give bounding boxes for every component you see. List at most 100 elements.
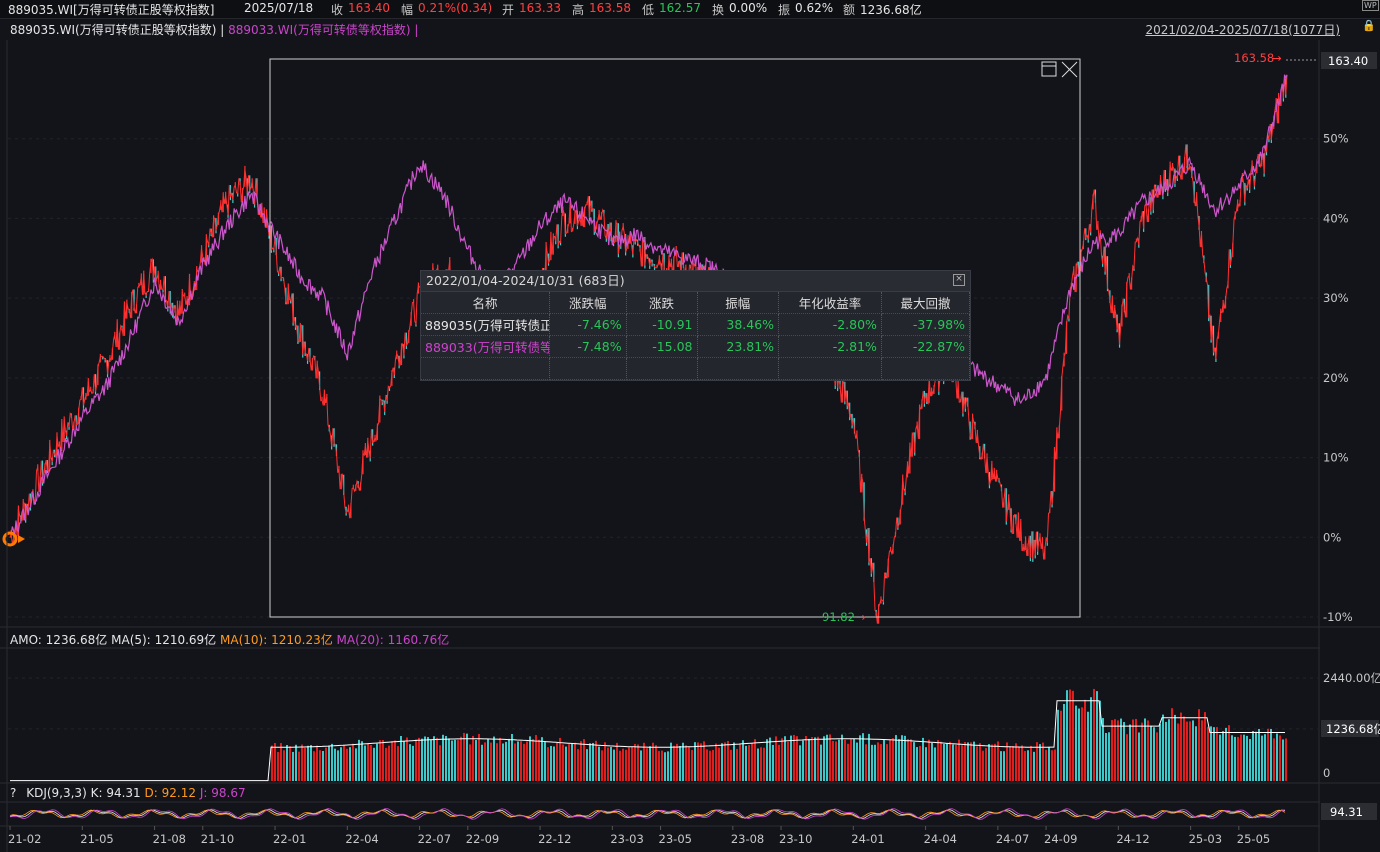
volume-bar [1153, 727, 1155, 781]
volume-bar [859, 735, 861, 781]
volume-bar [274, 743, 276, 781]
volume-bar [559, 737, 561, 781]
volume-bar [706, 749, 708, 781]
volume-bar [325, 747, 327, 781]
volume-bar [343, 745, 345, 781]
x-tick-label: 23-03 [610, 832, 643, 846]
volume-bar [745, 745, 747, 781]
volume-bar [838, 739, 840, 781]
table-cell: -10.91 [626, 313, 698, 336]
selection-maximize-icon [1041, 61, 1057, 77]
volume-axis-top: 2440.00亿 [1323, 671, 1380, 685]
volume-bar [1198, 709, 1200, 781]
svg-text:→: → [856, 610, 866, 624]
volume-bar [925, 747, 927, 781]
legend-series1[interactable]: 889035.WI(万得可转债正股等权指数) [10, 23, 217, 37]
volume-bar [1054, 749, 1056, 781]
wp-badge[interactable]: WP [1362, 0, 1379, 11]
volume-bar [910, 739, 912, 781]
volume-bar [334, 748, 336, 781]
volume-bar [565, 746, 567, 781]
origin-arrow-icon [18, 535, 25, 543]
volume-bar [496, 743, 498, 781]
volume-bar [844, 739, 846, 781]
volume-bar [1249, 739, 1251, 781]
x-tick-label: 24-04 [924, 832, 957, 846]
kdj-legend: ? KDJ(9,3,3) K: 94.31 D: 92.12 J: 98.67 [10, 786, 246, 800]
volume-bar [316, 745, 318, 781]
table-row[interactable]: 889035(万得可转债正股等权指数) -7.46% -10.91 38.46%… [421, 313, 971, 336]
volume-bar [1213, 727, 1215, 781]
volume-bar [406, 737, 408, 781]
volume-bar [1231, 735, 1233, 781]
amo-label: AMO: [10, 633, 42, 647]
volume-bar [367, 743, 369, 781]
volume-bar [424, 736, 426, 781]
volume-bar [856, 742, 858, 781]
x-tick-label: 21-08 [153, 832, 186, 846]
volume-bar [694, 742, 696, 781]
volume-bar [304, 747, 306, 781]
date-range-link[interactable]: 2021/02/04-2025/07/18(1077日) [1145, 23, 1340, 37]
volume-bar [499, 737, 501, 781]
volume-bar [1273, 738, 1275, 781]
volume-bar [955, 744, 957, 781]
y-tick-label: -10% [1323, 610, 1353, 624]
table-row[interactable]: 889033(万得可转债等权指数) -7.48% -15.08 23.81% -… [421, 335, 971, 358]
volume-bar [568, 744, 570, 781]
volume-bar [505, 741, 507, 781]
legend-series2[interactable]: 889033.WI(万得可转债等权指数) [228, 23, 411, 37]
volume-bar [592, 742, 594, 781]
volume-bar [1009, 746, 1011, 781]
volume-bar [445, 735, 447, 781]
volume-bar [478, 733, 480, 781]
volume-bar [751, 743, 753, 781]
help-icon[interactable]: ? [10, 786, 17, 800]
volume-bar [1090, 697, 1092, 781]
volume-bar [904, 735, 906, 781]
volume-bar [940, 741, 942, 781]
volume-bar [772, 744, 774, 781]
volume-bar [607, 747, 609, 781]
x-tick-label: 22-12 [538, 832, 571, 846]
x-tick-label: 21-05 [80, 832, 113, 846]
volume-bar [319, 750, 321, 781]
volume-bar [373, 747, 375, 781]
volume-bar [811, 737, 813, 781]
volume-bar [442, 734, 444, 781]
volume-bar [985, 748, 987, 781]
volume-bar [688, 747, 690, 781]
ma20-label: MA(20): [336, 633, 384, 647]
col-header: 振幅 [697, 292, 780, 314]
volume-bar [295, 744, 297, 781]
volume-bar [535, 735, 537, 781]
col-header: 名称 [421, 292, 550, 314]
volume-bar [634, 743, 636, 781]
volume-bar [1219, 734, 1221, 781]
volume-bar [853, 738, 855, 781]
volume-bar [520, 741, 522, 781]
lock-icon[interactable]: 🔒 [1362, 19, 1376, 32]
volume-bar [433, 736, 435, 781]
volume-bar [469, 744, 471, 781]
volume-bar [877, 742, 879, 781]
y-tick-label: 0% [1323, 530, 1341, 544]
volume-bar [1171, 708, 1173, 781]
volume-bar [1057, 709, 1059, 781]
d-label: D: [144, 786, 158, 800]
popup-close-icon[interactable]: × [953, 274, 965, 286]
volume-bar [298, 751, 300, 781]
j-label: J: [199, 786, 208, 800]
volume-bar [679, 745, 681, 781]
volume-bar [946, 743, 948, 781]
x-tick-label: 23-08 [731, 832, 764, 846]
table-cell: 38.46% [697, 313, 780, 336]
volume-bar [613, 749, 615, 781]
volume-bar [1168, 719, 1170, 781]
low-value: 162.57 [659, 1, 701, 15]
volume-bar [886, 744, 888, 781]
series-889033-line [9, 74, 1288, 537]
volume-bar [382, 740, 384, 781]
volume-bar [970, 742, 972, 781]
